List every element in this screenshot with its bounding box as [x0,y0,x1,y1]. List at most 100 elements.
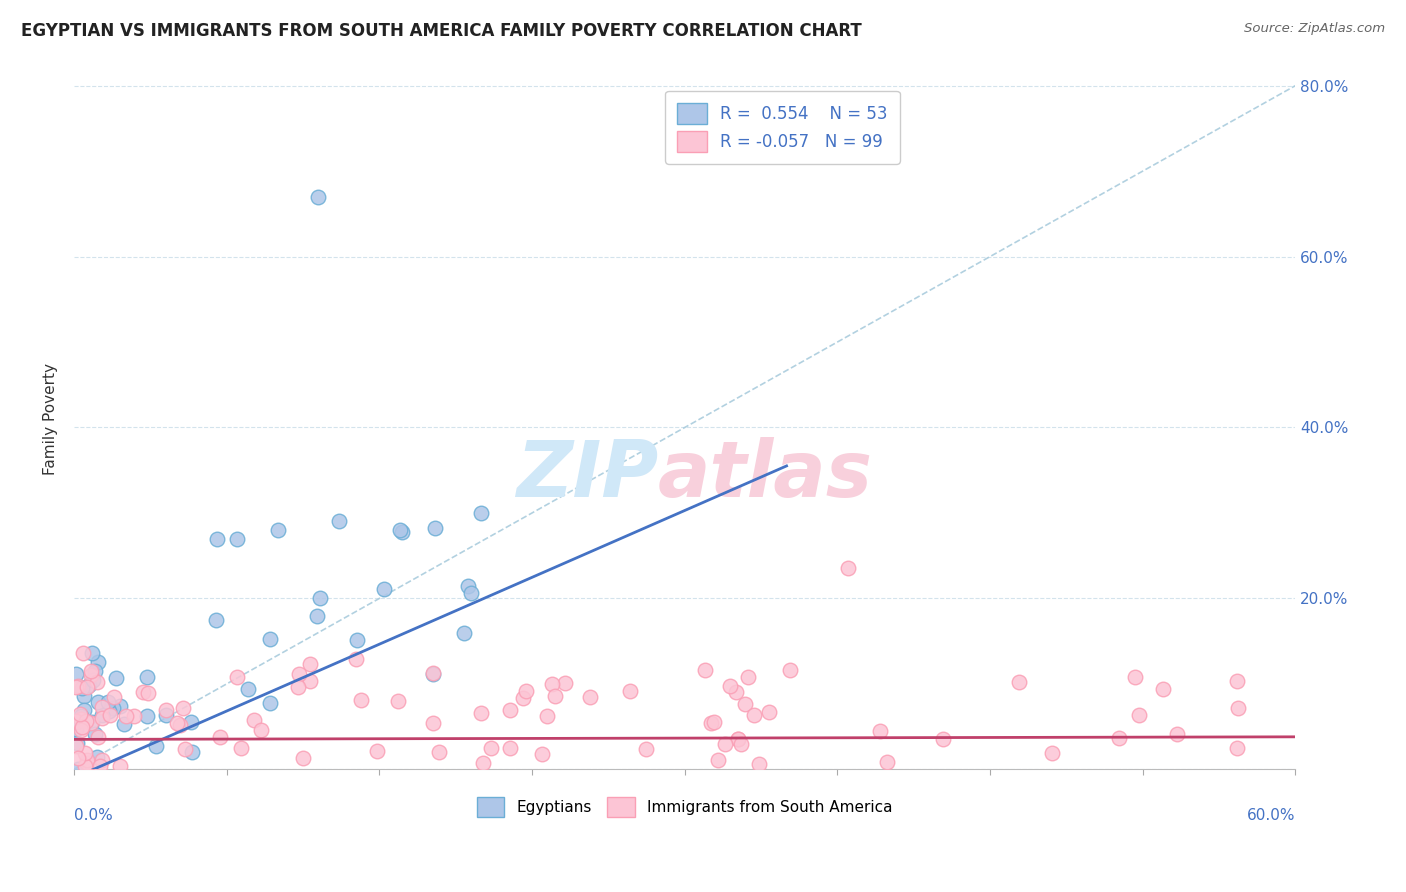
Point [619,683,641,698]
Point [136,670,159,684]
Point [307,190,329,204]
Point [328,515,350,529]
Point [73,703,96,717]
Point [69,723,91,737]
Point [103,690,125,705]
Point [86,730,108,744]
Point [86,675,108,690]
Point [727,731,749,746]
Point [472,756,495,770]
Point [82,673,104,687]
Point [136,686,159,700]
Point [87,695,110,709]
Point [67,762,90,776]
Point [145,739,167,754]
Y-axis label: Family Poverty: Family Poverty [44,363,58,475]
Point [1226,674,1249,689]
Point [554,675,576,690]
Point [172,700,194,714]
Point [932,731,955,746]
Point [388,523,411,537]
Point [115,709,138,723]
Point [98,708,121,723]
Point [460,586,482,600]
Point [457,579,479,593]
Point [422,716,444,731]
Point [124,709,146,723]
Point [309,591,332,605]
Point [84,727,107,741]
Point [479,740,502,755]
Point [97,704,120,718]
Point [75,747,97,761]
Point [136,709,159,723]
Point [65,736,87,750]
Point [1226,741,1249,756]
Point [344,652,367,666]
Point [76,753,98,767]
Point [453,625,475,640]
Point [97,695,120,709]
Point [67,750,90,764]
Point [110,758,132,772]
Text: 0.0%: 0.0% [75,808,112,822]
Point [259,697,281,711]
Point [73,759,96,773]
Point [737,671,759,685]
Point [155,707,177,722]
Point [499,741,522,756]
Point [1040,747,1063,761]
Point [166,715,188,730]
Point [259,632,281,646]
Point [65,667,87,681]
Point [1226,701,1249,715]
Point [470,706,492,720]
Point [391,524,413,539]
Point [699,716,721,731]
Point [707,753,730,767]
Point [226,670,249,684]
Point [82,646,104,660]
Point [423,521,446,535]
Point [366,744,388,758]
Point [250,723,273,737]
Point [243,713,266,727]
Point [70,681,93,695]
Point [72,646,94,660]
Point [70,709,93,723]
Text: Source: ZipAtlas.com: Source: ZipAtlas.com [1244,22,1385,36]
Point [72,689,94,703]
Point [1123,670,1146,684]
Point [291,751,314,765]
Point [1152,681,1174,696]
Point [1108,731,1130,745]
Point [634,741,657,756]
Point [77,678,100,692]
Point [346,632,368,647]
Point [288,666,311,681]
Point [110,699,132,714]
Point [79,715,101,730]
Text: ZIP: ZIP [516,437,658,513]
Point [299,674,322,689]
Point [80,664,103,678]
Point [1008,675,1031,690]
Point [70,712,93,726]
Point [91,700,114,714]
Point [86,750,108,764]
Point [67,679,90,693]
Point [422,666,444,681]
Point [287,680,309,694]
Point [84,664,107,678]
Point [112,717,135,731]
Point [76,681,98,695]
Point [299,657,322,672]
Point [758,706,780,720]
Point [132,685,155,699]
Point [727,732,749,747]
Point [837,561,859,575]
Point [307,608,329,623]
Point [76,756,98,770]
Point [702,714,724,729]
Point [208,731,231,745]
